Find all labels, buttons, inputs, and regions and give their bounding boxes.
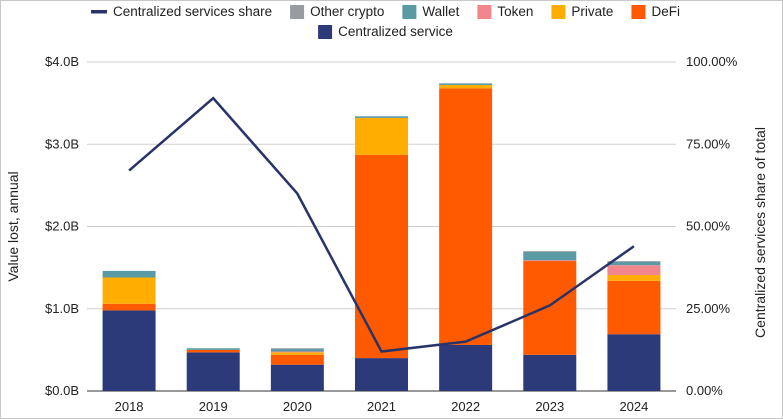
bar-other-crypto-2023 — [523, 251, 577, 252]
bar-defi-2020 — [270, 354, 324, 365]
x-tick-label: 2022 — [451, 399, 480, 414]
bar-wallet-2019 — [186, 348, 240, 350]
y2-tick-label: 0.00% — [686, 383, 723, 398]
legend-item-centralized-services-share: Centralized services share — [91, 4, 272, 19]
bar-token-2024 — [607, 265, 661, 276]
y-tick-label: $1.0B — [45, 301, 79, 316]
bar-defi-2021 — [355, 154, 408, 359]
bar-centralized-service-2022 — [439, 344, 493, 391]
bar-defi-2023 — [523, 261, 577, 355]
bar-defi-2019 — [186, 349, 240, 353]
y-axis-title: Value lost, annual — [5, 171, 21, 281]
bar-other-crypto-2020 — [270, 348, 324, 350]
legend-swatch — [551, 5, 566, 19]
legend-item-wallet: Wallet — [402, 4, 460, 19]
bar-centralized-service-2024 — [607, 334, 661, 391]
legend-swatch — [477, 5, 492, 19]
x-tick-label: 2018 — [115, 399, 144, 414]
bar-private-2020 — [270, 352, 324, 355]
x-tick-label: 2024 — [619, 399, 648, 414]
bars — [102, 83, 661, 391]
y-tick-label: $0.0B — [45, 383, 79, 398]
legend-item-other-crypto: Other crypto — [290, 4, 384, 19]
bar-private-2022 — [439, 85, 493, 89]
legend-label: Other crypto — [310, 4, 384, 19]
axes: $0.0B $1.0B $2.0B $3.0B $4.0B 0.00% 25.00% 50.0… — [45, 54, 738, 414]
share-line — [128, 96, 635, 353]
x-tick-label: 2023 — [535, 399, 564, 414]
bar-other-crypto-2024 — [607, 261, 661, 262]
legend-item-defi: DeFi — [631, 4, 680, 19]
legend-label: DeFi — [651, 4, 680, 19]
legend-label: Wallet — [422, 4, 459, 19]
bar-wallet-2021 — [355, 116, 408, 118]
bar-defi-2022 — [439, 88, 493, 345]
legend-label: Centralized services share — [113, 4, 272, 19]
bar-wallet-2023 — [523, 251, 577, 261]
legend: Centralized services share Other crypto Wa… — [91, 4, 680, 39]
legend-swatch — [402, 5, 417, 19]
legend-label: Centralized service — [338, 24, 453, 39]
bar-wallet-2018 — [102, 270, 156, 278]
y2-tick-label: 25.00% — [686, 301, 731, 316]
y2-tick-label: 75.00% — [686, 136, 731, 151]
legend-label: Token — [497, 4, 533, 19]
x-tick-label: 2020 — [283, 399, 312, 414]
bar-wallet-2024 — [607, 261, 661, 266]
x-tick-label: 2019 — [199, 399, 228, 414]
legend-label: Private — [571, 4, 613, 19]
bar-centralized-service-2019 — [186, 352, 240, 391]
bar-centralized-service-2020 — [270, 364, 324, 391]
legend-item-centralized-service: Centralized service — [318, 24, 453, 39]
bar-defi-2024 — [607, 280, 661, 335]
bar-centralized-service-2021 — [355, 358, 408, 391]
bar-private-2018 — [102, 277, 156, 304]
bar-private-2024 — [607, 275, 661, 281]
y-tick-label: $2.0B — [45, 219, 79, 234]
y2-axis-title: Centralized services share of total — [752, 127, 768, 338]
x-tick-label: 2021 — [367, 399, 396, 414]
y2-tick-label: 50.00% — [686, 219, 731, 234]
bar-centralized-service-2023 — [523, 354, 577, 391]
bar-centralized-service-2018 — [102, 310, 156, 391]
legend-swatch — [290, 5, 305, 19]
bar-defi-2018 — [102, 303, 156, 311]
y-tick-label: $4.0B — [45, 54, 79, 69]
line-centralized-services-share — [128, 96, 635, 353]
bar-wallet-2022 — [439, 83, 493, 86]
legend-item-private: Private — [551, 4, 613, 19]
legend-swatch — [318, 25, 333, 39]
bar-token-2020 — [270, 351, 324, 353]
legend-item-token: Token — [477, 4, 533, 19]
legend-swatch — [631, 5, 646, 19]
bar-wallet-2020 — [270, 349, 324, 352]
y2-tick-label: 100.00% — [686, 54, 738, 69]
y-tick-label: $3.0B — [45, 136, 79, 151]
legend-line-swatch — [91, 10, 108, 14]
bar-private-2021 — [355, 117, 408, 155]
bar-token-2023 — [523, 260, 577, 262]
